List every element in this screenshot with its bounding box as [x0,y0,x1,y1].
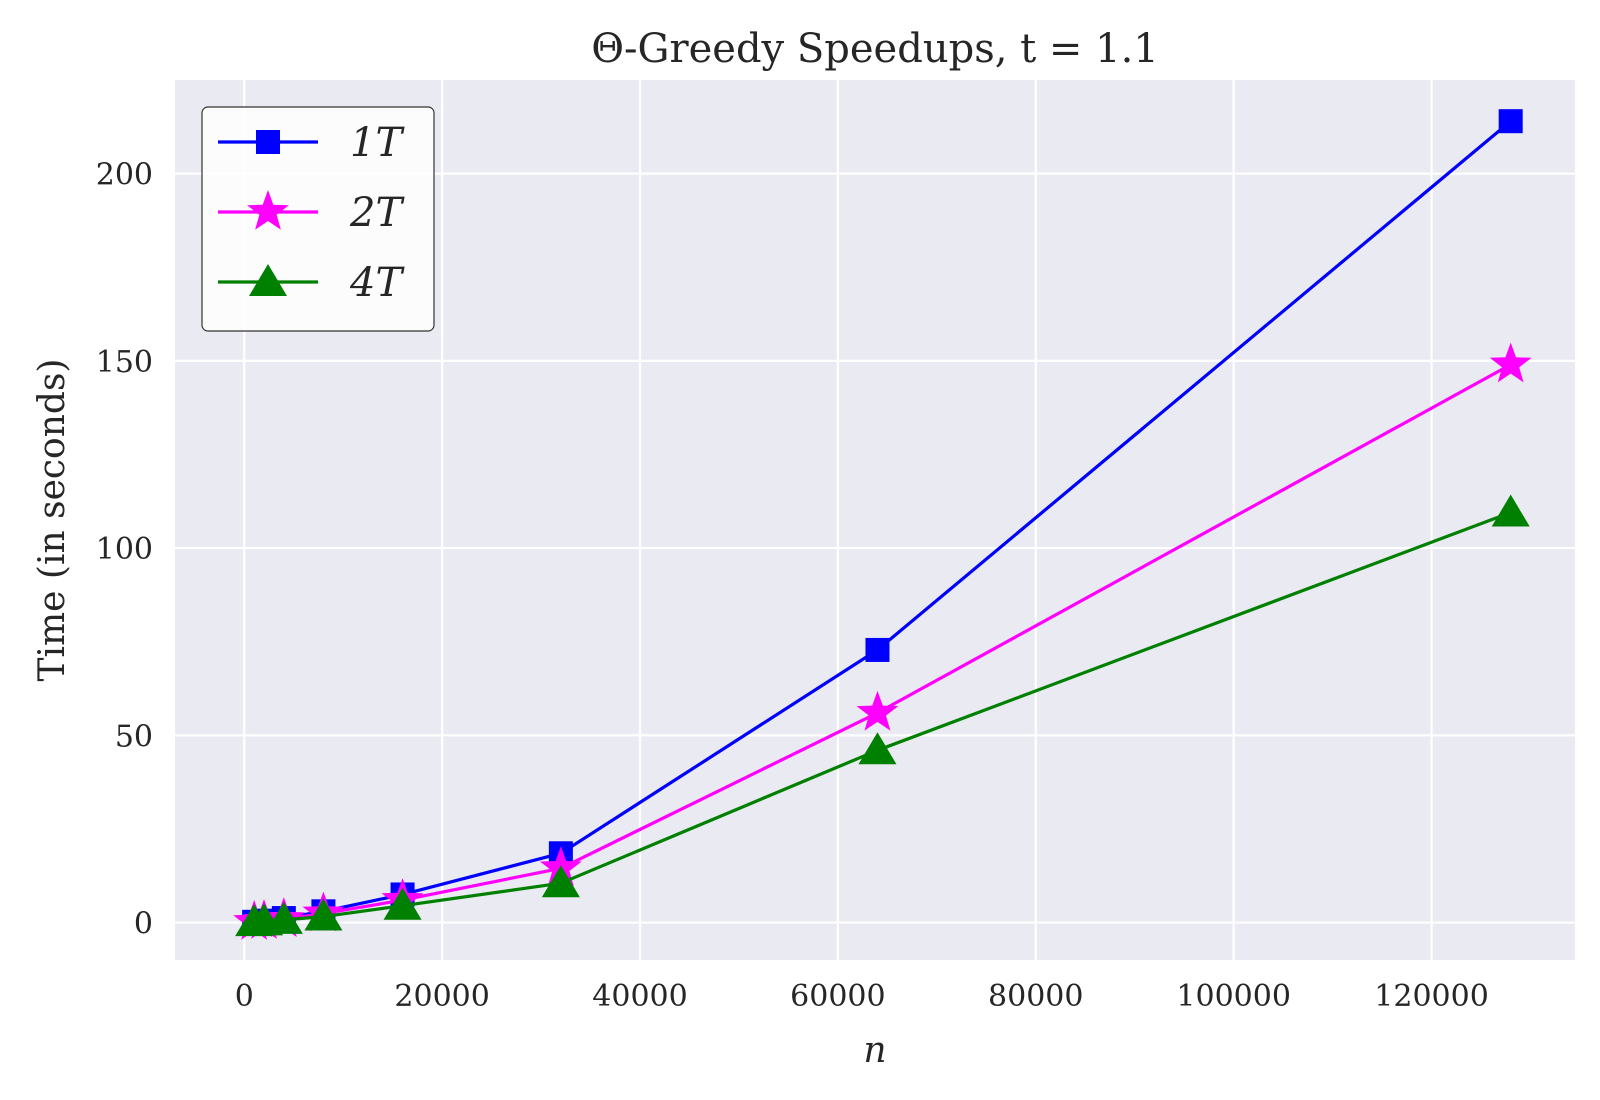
y-axis-label: Time (in seconds) [32,359,73,682]
legend: 1T 2T 4T [201,106,435,332]
x-tick-label: 100000 [1176,979,1291,1014]
x-tick-label: 40000 [592,979,687,1014]
grid [175,80,1575,960]
data-point-4T [304,898,343,931]
data-point-1T [865,637,890,662]
y-tick-label: 100 [96,532,153,567]
data-point-4T [383,887,422,920]
legend-label-1T: 1T [350,120,405,166]
y-tick-label: 200 [96,158,153,193]
legend-marker-2T [247,190,289,230]
x-tick-label: 120000 [1374,979,1489,1014]
data-point-4T [264,901,303,934]
data-point-4T [858,732,897,765]
series-layer [233,109,1532,940]
series-4T [235,494,1530,937]
y-tick-label: 50 [115,719,153,754]
data-point-4T [1491,494,1530,527]
legend-marker-4T [249,264,287,296]
x-tick-label: 20000 [394,979,489,1014]
x-tick-label: 80000 [988,979,1083,1014]
legend-marker-1T [256,130,280,154]
data-point-4T [541,865,580,898]
chart-title: Θ-Greedy Speedups, t = 1.1 [591,26,1159,72]
data-point-2T [1489,342,1532,383]
x-tick-label: 60000 [790,979,885,1014]
y-tick-label: 150 [96,345,153,380]
y-tick-label: 0 [134,907,153,942]
legend-label-4T: 4T [349,260,405,306]
legend-label-2T: 2T [349,190,405,236]
tick-labels: 0 20000 40000 60000 80000 100000 120000 0 50 100 1… [96,158,1489,1014]
x-axis-label: n [863,1030,886,1071]
x-tick-label: 0 [235,979,254,1014]
data-point-2T [856,690,899,731]
data-point-1T [1498,109,1523,134]
legend-box [201,106,435,332]
